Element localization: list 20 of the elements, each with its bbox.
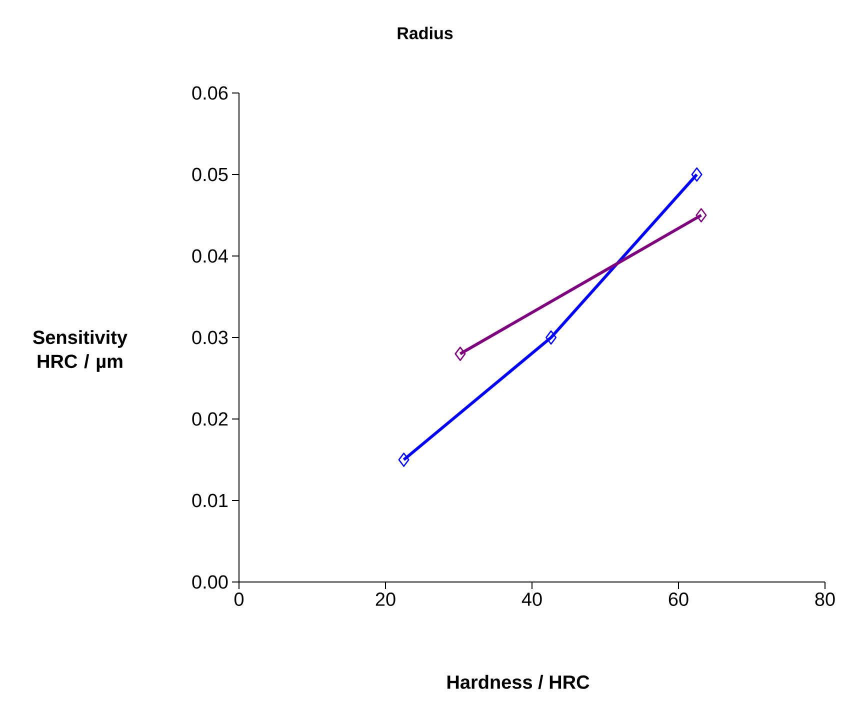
y-tick-label: 0.04 [192,249,228,263]
y-tick-label: 0.02 [192,412,228,426]
x-tick-label: 80 [815,592,835,606]
x-tick-label: 40 [522,592,542,606]
chart-title: Radius [398,26,453,40]
point [696,208,707,222]
point [454,346,466,361]
x-tick-label: 20 [376,592,396,606]
y-axis-title: Sensitivity HRC / µm [33,330,128,372]
y-tick-label: 0.06 [192,86,228,100]
y-tick-label: 0.01 [192,494,228,508]
point [691,167,702,182]
y-tick-label: 0.05 [192,168,228,182]
x-tick-label: 60 [668,592,688,606]
point [398,452,410,467]
x-axis-title: Hardness / HRC [447,674,590,690]
point [546,330,557,345]
x-tick-label: 0 [234,592,244,606]
y-tick-label: 0.03 [192,330,228,344]
y-tick-label: 0.00 [192,575,228,589]
